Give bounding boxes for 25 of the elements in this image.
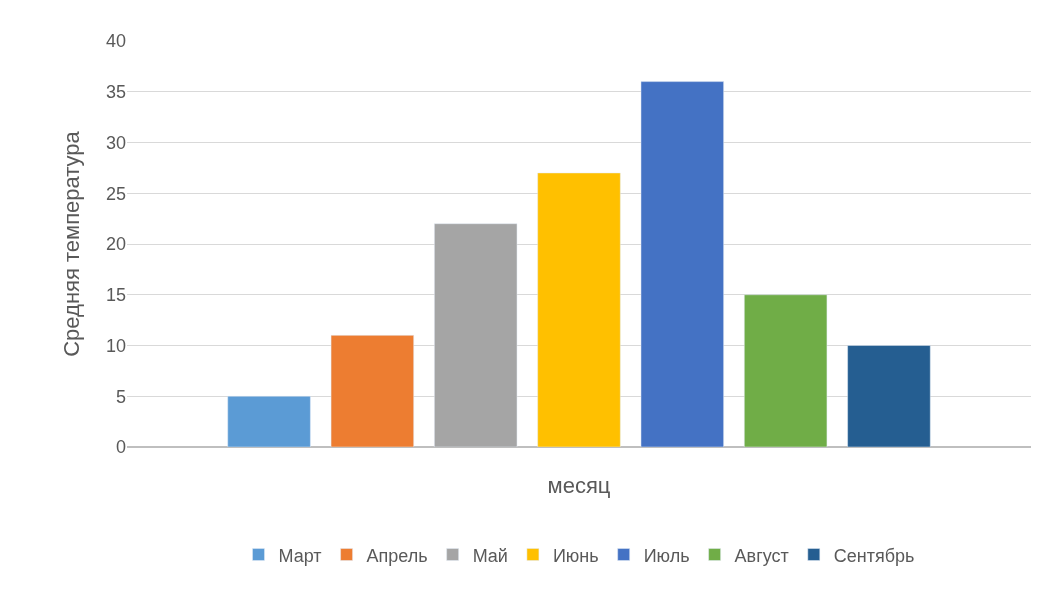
- bar: [744, 294, 828, 447]
- bar: [537, 172, 621, 447]
- y-tick-label: 35: [105, 82, 126, 103]
- y-tick-label: 5: [115, 386, 126, 407]
- bar: [847, 345, 931, 447]
- x-axis-title: месяц: [547, 472, 611, 498]
- y-tick-label: 20: [105, 234, 126, 255]
- legend-label: Май: [472, 545, 508, 566]
- legend-label: Июль: [643, 545, 690, 566]
- legend-label: Март: [278, 545, 322, 566]
- legend-label: Сентябрь: [833, 545, 915, 566]
- y-axis-title: Средняя температура: [58, 130, 84, 357]
- bar: [640, 81, 724, 447]
- y-tick-label: 25: [105, 183, 126, 204]
- bar: [330, 335, 414, 447]
- y-tick-label: 30: [105, 132, 126, 153]
- bar: [227, 396, 311, 447]
- y-tick-label: 15: [105, 285, 126, 306]
- y-tick-label: 0: [115, 437, 126, 458]
- legend-label: Август: [734, 545, 789, 566]
- bar: [434, 223, 518, 447]
- legend-label: Апрель: [366, 545, 428, 566]
- legend-label: Июнь: [552, 545, 599, 566]
- y-tick-label: 40: [105, 31, 126, 52]
- y-tick-label: 10: [105, 335, 126, 356]
